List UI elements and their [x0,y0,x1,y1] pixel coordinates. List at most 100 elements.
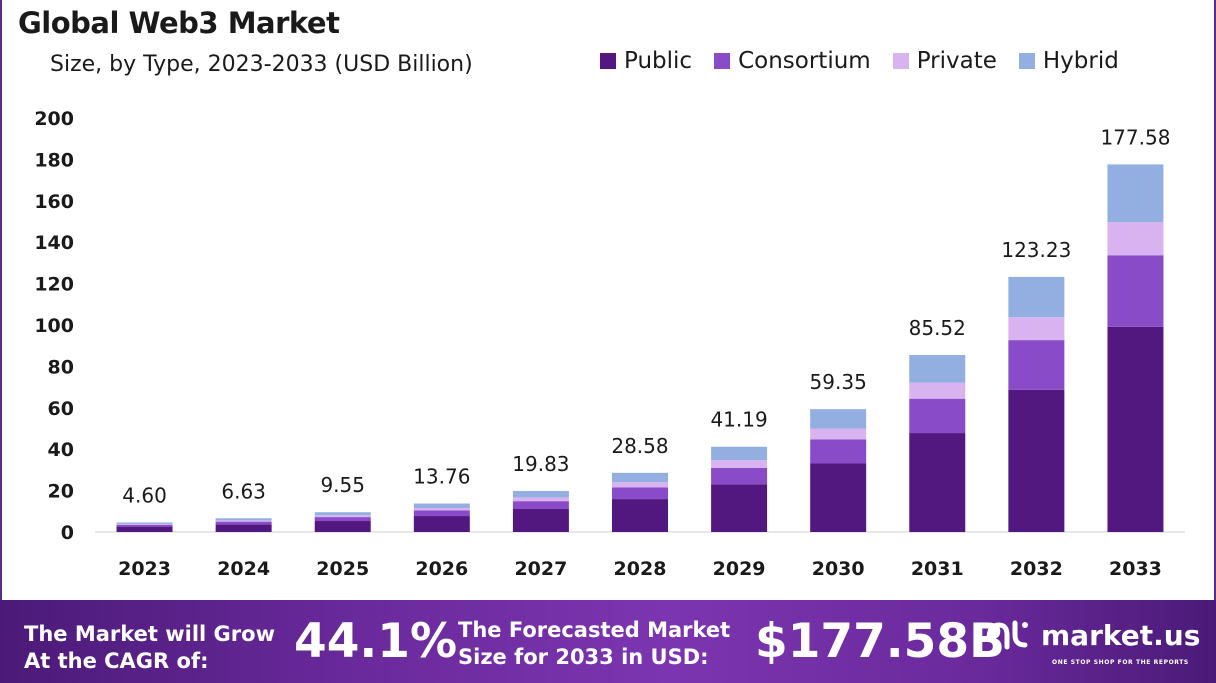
bar-segment-private [413,507,470,511]
bar-segment-hybrid [1008,276,1065,318]
bar-segment-hybrid [512,490,569,498]
x-tick-label: 2026 [415,558,468,580]
bar-segment-private [1107,222,1164,256]
cagr-value: 44.1% [294,614,458,669]
chart-title: Global Web3 Market [18,6,340,40]
y-tick-label: 140 [34,232,74,254]
y-tick-label: 200 [34,108,74,130]
x-tick-label: 2029 [713,558,766,580]
bar-segment-public [413,516,470,532]
bar-total-label: 123.23 [1001,238,1071,262]
cagr-label-line2: At the CAGR of: [24,649,209,673]
y-tick-label: 120 [34,274,74,296]
legend-swatch-hybrid [1018,53,1035,69]
bar-segment-public [512,509,569,532]
bar-segment-hybrid [116,522,173,524]
y-tick-label: 180 [34,149,74,171]
bar-total-label: 28.58 [611,434,668,458]
y-tick-label: 160 [34,191,74,213]
cagr-label-line1: The Market will Grow [24,622,275,646]
forecast-value: $177.58B [755,614,1005,669]
y-tick-label: 100 [34,315,74,337]
bar-segment-consortium [413,510,470,517]
market-us-logo-icon [986,620,1028,650]
bar-segment-public [1107,326,1164,532]
legend-label-private: Private [916,48,997,74]
y-tick-label: 20 [48,481,74,503]
bar-segment-public [909,433,966,532]
bar-total-label: 4.60 [122,483,167,507]
brand-name: market.us [1041,618,1201,652]
bar-segment-public [1008,389,1065,532]
legend-item-consortium: Consortium [714,48,871,74]
brand-logo: market.us [985,617,1200,653]
bar-total-label: 6.63 [221,479,266,503]
legend-label-consortium: Consortium [738,48,871,74]
chart-frame [0,0,1216,600]
bar-segment-consortium [215,521,272,525]
x-tick-label: 2032 [1010,558,1063,580]
bar-segment-consortium [1008,340,1065,390]
bar-segment-consortium [711,467,768,485]
forecast-label-line1: The Forecasted Market [458,618,731,642]
bar-segment-private [612,482,668,488]
stacked-bar-chart: 0 20 40 60 80 100 120 140 160 180 200 4.60 2023 6.63 2… [34,108,1185,580]
legend-swatch-consortium [714,53,731,69]
footer-banner: The Market will Grow At the CAGR of: 44.… [0,600,1216,683]
legend-item-private: Private [892,48,997,74]
x-tick-label: 2031 [911,558,964,580]
bar-segment-consortium [116,524,173,527]
y-tick-label: 0 [61,522,74,544]
bar-total-label: 41.19 [710,408,767,432]
legend-label-hybrid: Hybrid [1042,48,1119,74]
x-tick-label: 2033 [1109,558,1162,580]
legend-swatch-public [600,53,616,69]
y-tick-label: 40 [48,439,74,461]
bar-segment-hybrid [612,472,668,483]
bar-segment-hybrid [413,503,470,508]
bar-segment-private [512,497,569,502]
legend-item-hybrid: Hybrid [1018,48,1119,74]
forecast-label: The Forecasted Market Size for 2033 in U… [458,617,730,671]
bar-segment-public [215,524,272,532]
bar-segment-private [1008,317,1065,341]
bar-segment-hybrid [711,446,768,461]
bar-segment-consortium [512,501,569,510]
bar-total-label: 9.55 [320,473,365,497]
bar-total-label: 19.83 [512,452,569,476]
bar-segment-public [612,499,668,532]
legend-item-public: Public [600,48,692,74]
brand-tagline: ONE STOP SHOP FOR THE REPORTS [1052,659,1189,666]
x-tick-label: 2030 [812,558,865,580]
bar-segment-private [909,382,966,399]
bar-segment-private [711,460,768,468]
cagr-label: The Market will Grow At the CAGR of: [24,621,275,675]
bar-segment-consortium [1107,255,1164,327]
bar-segment-public [116,526,173,532]
x-tick-label: 2025 [316,558,369,580]
x-tick-label: 2024 [217,558,270,580]
x-tick-label: 2028 [614,558,667,580]
bar-total-label: 85.52 [909,316,966,340]
bar-segment-private [810,428,867,440]
bar-segment-consortium [810,439,867,464]
bar-segment-hybrid [314,512,371,516]
bar-segment-public [810,463,867,532]
forecast-label-line2: Size for 2033 in USD: [458,645,709,669]
y-tick-label: 60 [48,398,74,420]
x-tick-label: 2023 [118,558,171,580]
bar-total-label: 13.76 [413,465,470,489]
bar-segment-hybrid [909,354,966,383]
bar-total-label: 177.58 [1100,125,1170,149]
bar-segment-hybrid [215,518,272,521]
legend-label-public: Public [624,48,693,74]
chart-subtitle: Size, by Type, 2023-2033 (USD Billion) [50,52,473,77]
bar-segment-private [116,523,173,525]
bar-segment-consortium [612,487,668,500]
bar-segment-hybrid [1107,164,1164,223]
bar-segment-consortium [909,398,966,434]
y-tick-label: 80 [48,356,74,378]
bar-total-label: 59.35 [810,370,867,394]
chart-legend: Public Consortium Private Hybrid [600,48,1119,74]
bar-segment-private [215,520,272,522]
